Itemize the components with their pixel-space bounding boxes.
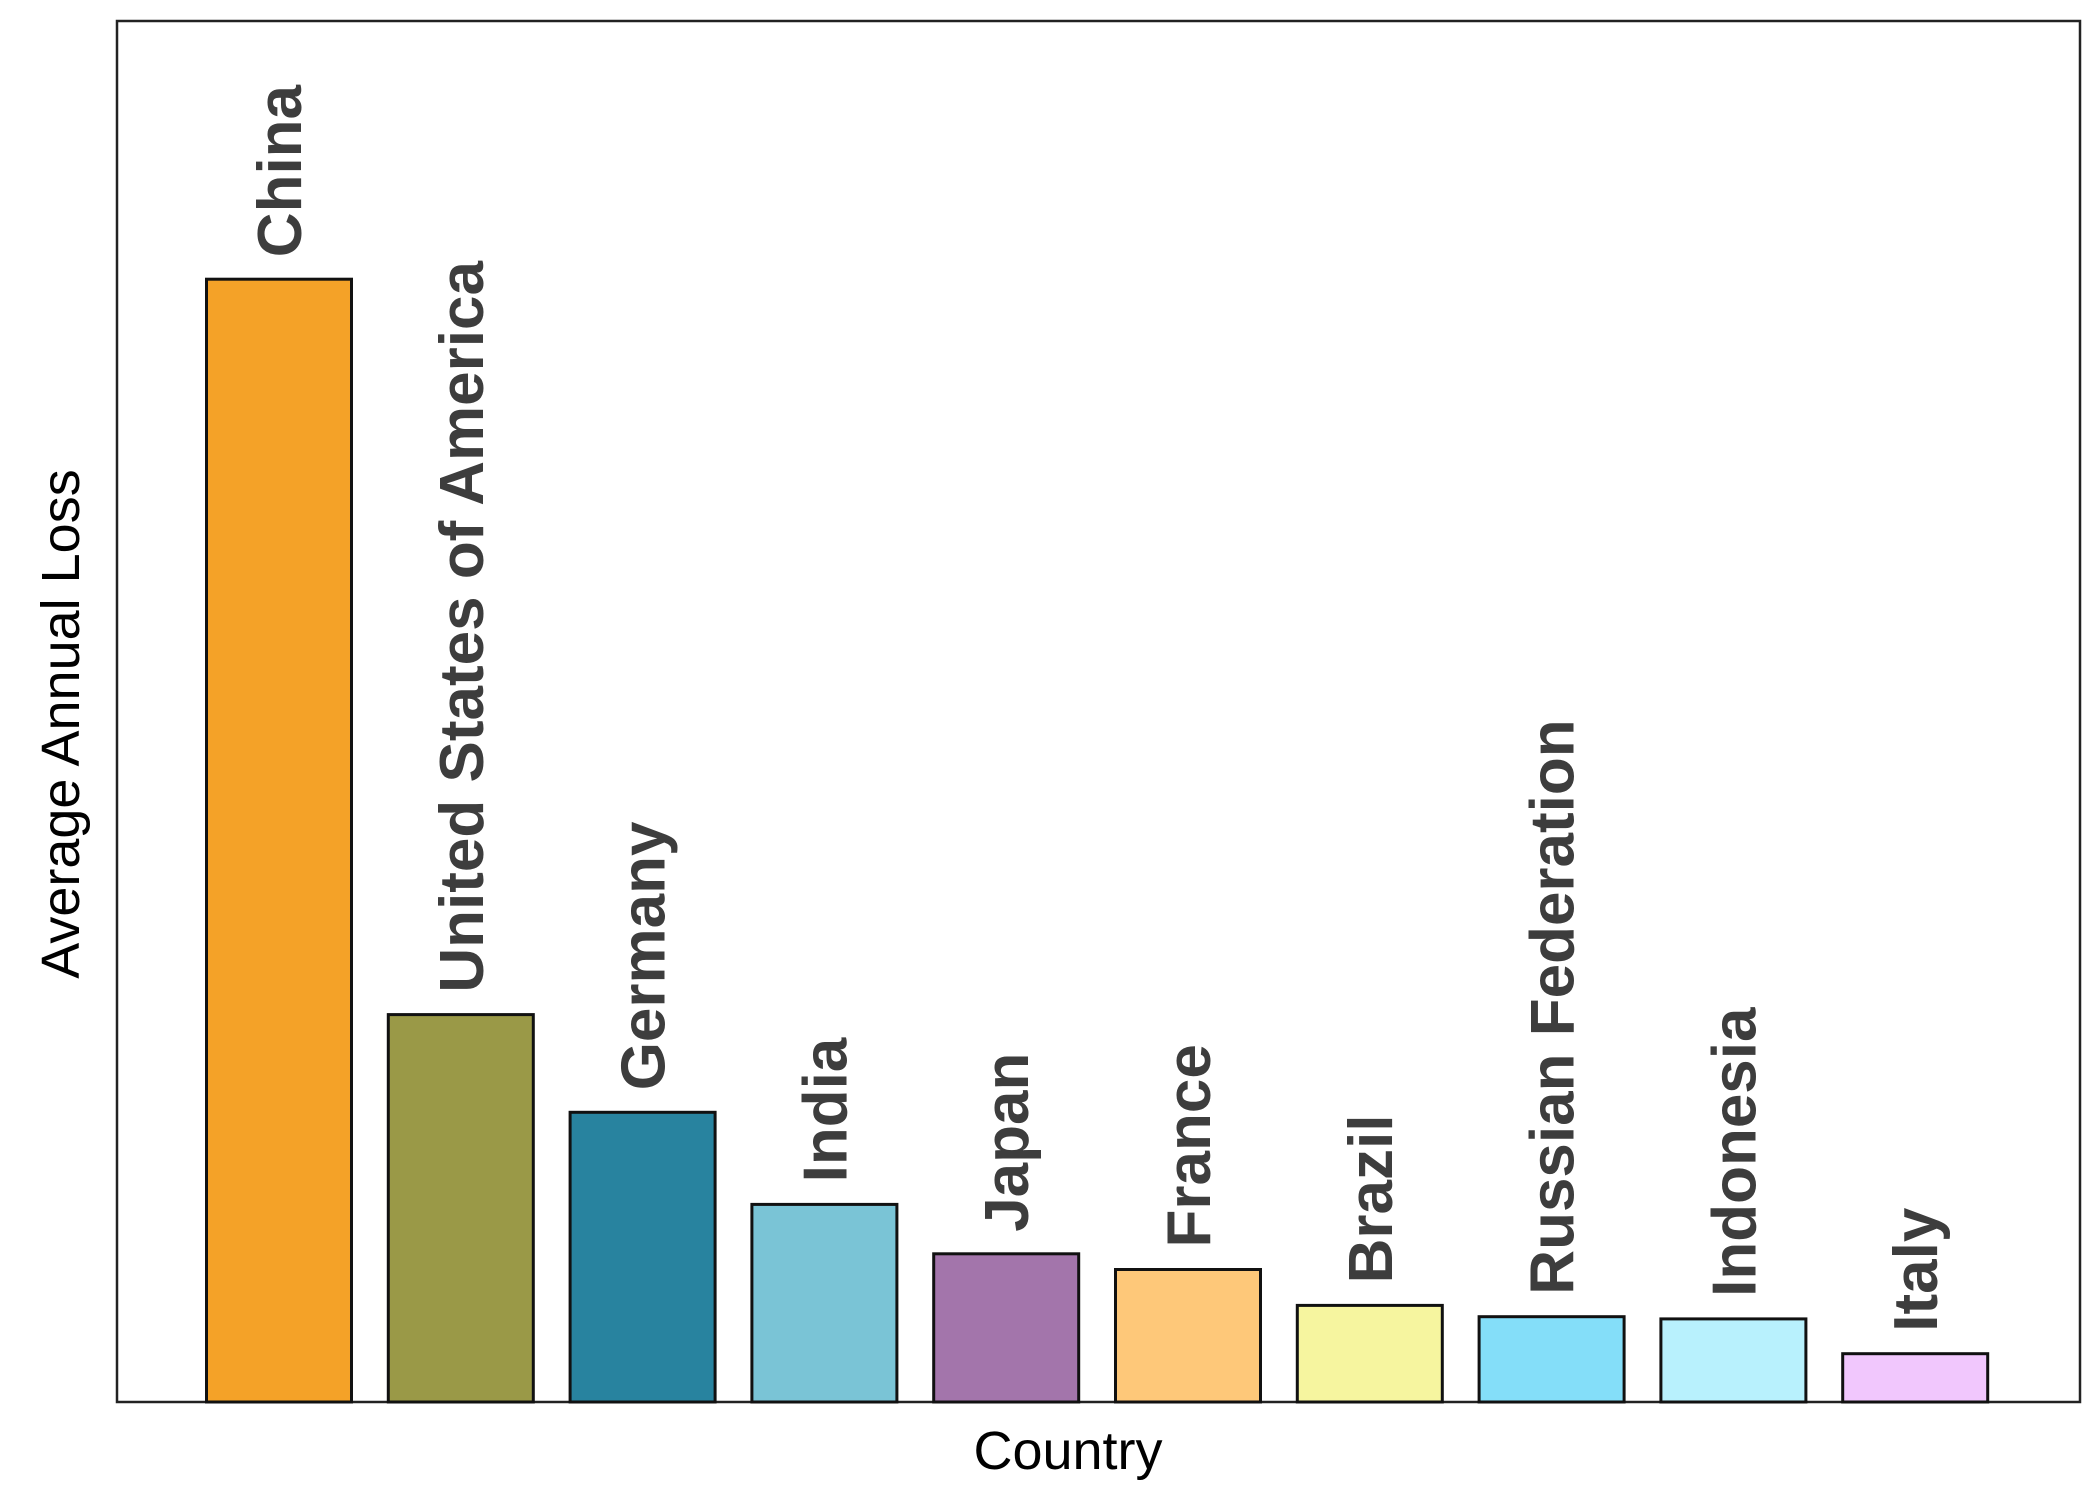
y-axis-title: Average Annual Loss (31, 469, 91, 978)
bar-1 (205, 277, 353, 1404)
bar-4 (750, 1202, 899, 1404)
plot-frame (115, 19, 2082, 1404)
bar-labels-group: China United States of America Germany Indi… (246, 84, 1951, 1331)
bar-label-10: Italy (1882, 1207, 1951, 1332)
bar-label-3: Germany (610, 821, 679, 1090)
bar-label-5: Japan (973, 1053, 1042, 1232)
bar-label-7: Brazil (1337, 1115, 1406, 1284)
bar-10 (1841, 1352, 1990, 1404)
bars-group (205, 277, 1990, 1404)
bar-3 (568, 1110, 717, 1404)
bar-9 (1659, 1317, 1808, 1404)
x-axis-title: Country (973, 1421, 1162, 1481)
bar-8 (1477, 1315, 1626, 1404)
bar-2 (386, 1013, 535, 1404)
bar-6 (1114, 1268, 1262, 1404)
bar-label-6: France (1155, 1044, 1224, 1247)
bar-label-2: United States of America (428, 261, 497, 993)
bar-label-4: India (791, 1037, 860, 1182)
bar-7 (1295, 1303, 1444, 1404)
bar-5 (932, 1252, 1081, 1404)
bar-label-1: China (246, 84, 315, 257)
bar-label-9: Indonesia (1700, 1007, 1769, 1297)
bar-label-8: Russian Federation (1519, 719, 1588, 1294)
